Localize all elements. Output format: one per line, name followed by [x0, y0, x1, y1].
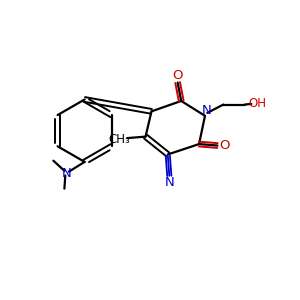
- Text: O: O: [219, 139, 229, 152]
- Text: N: N: [202, 104, 211, 117]
- Text: OH: OH: [248, 98, 266, 110]
- Text: N: N: [164, 176, 174, 189]
- Text: CH₃: CH₃: [108, 133, 130, 146]
- Text: O: O: [172, 70, 183, 83]
- Text: N: N: [62, 167, 72, 180]
